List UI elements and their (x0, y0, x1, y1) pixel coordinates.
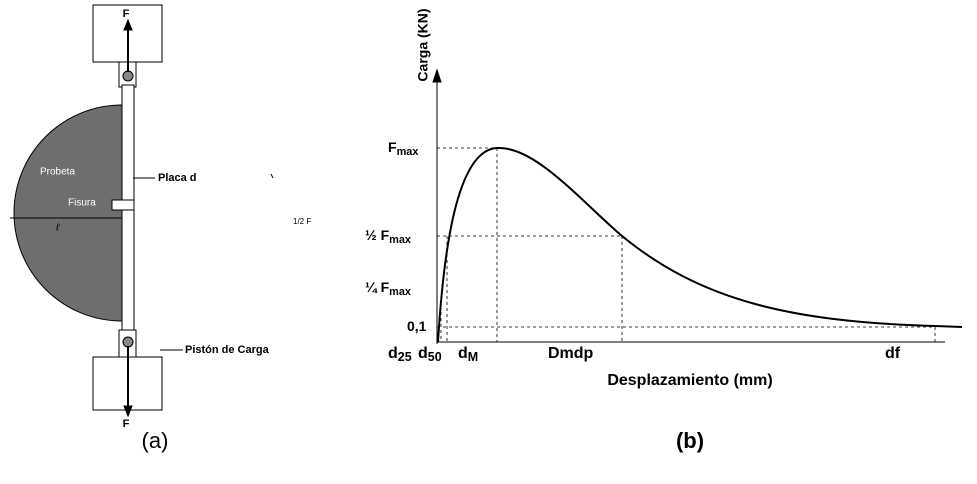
axis-mark-label: ¼ Fmax (365, 279, 411, 298)
crack-label: Fisura (68, 198, 96, 209)
force-label: F (123, 8, 130, 20)
axis-mark-label: d25 (388, 345, 412, 364)
label-main: ¼ F (365, 279, 390, 295)
y-label: Carga (KN) (415, 8, 431, 81)
axis-mark-label: dM (458, 345, 478, 364)
half-force-label: 1/2 F (293, 217, 311, 226)
piston-label: Pistón de Carga (185, 344, 270, 356)
label-main: df (885, 345, 901, 362)
label-sub: max (389, 286, 411, 298)
label-main: ½ F (365, 227, 390, 243)
label-main: d (458, 345, 468, 362)
specimen-shape (14, 105, 122, 321)
label-main: d (388, 345, 398, 362)
axis-mark-label: 0,1 (407, 318, 427, 334)
x-label: Desplazamiento (mm) (607, 372, 772, 389)
crack-notch (112, 200, 134, 210)
label-main: Dmdp (548, 345, 594, 362)
force-label: F (123, 418, 130, 430)
pin (123, 71, 133, 81)
axis-mark-label: d50 (418, 345, 442, 364)
plate-label: Placa d (158, 172, 197, 184)
specimen-label: Probeta (40, 167, 75, 178)
arrow-head (433, 70, 441, 82)
label-main: d (418, 345, 428, 362)
label-sub: 50 (428, 350, 442, 364)
axis-mark-label: Fmax (388, 139, 418, 158)
label-sub: M (468, 350, 478, 364)
figure: F F Probeta Fisura Placa d ℓ 1/2 F Pistó… (0, 0, 977, 484)
pin (123, 337, 133, 347)
load-curve (438, 148, 962, 342)
label-main: 0,1 (407, 318, 427, 334)
label-sub: max (389, 234, 411, 246)
axis-mark-label: ½ Fmax (365, 227, 411, 246)
label-sub: 25 (398, 350, 412, 364)
mark (271, 174, 273, 178)
caption: (a) (142, 428, 169, 453)
label-sub: max (397, 146, 419, 158)
axis-mark-label: Dmdp (548, 345, 594, 362)
arrow-head (124, 406, 132, 416)
caption: (b) (676, 428, 704, 453)
axis-mark-label: df (885, 345, 901, 362)
panel-b (433, 70, 962, 344)
panel-b-labels: Carga (KN) Desplazamiento (mm) (b) (415, 8, 773, 452)
guides (437, 148, 935, 342)
